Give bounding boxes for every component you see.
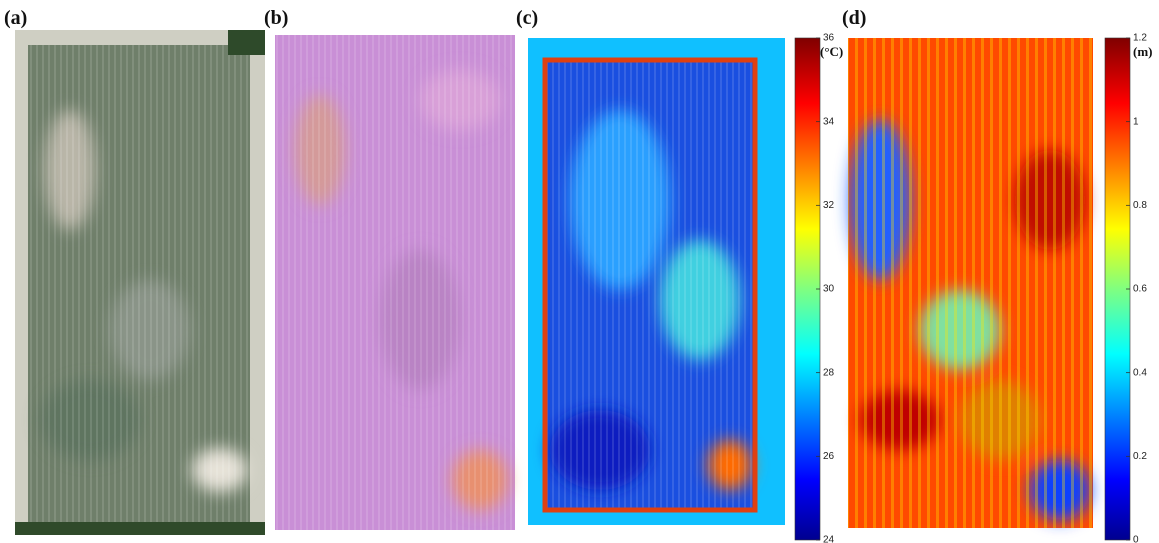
thermal-image — [528, 38, 785, 525]
tick-label: 1 — [1133, 116, 1139, 127]
panel-label: (d) — [842, 7, 866, 29]
colorbar-unit: (°C) — [820, 44, 843, 59]
false-color-image — [275, 35, 515, 530]
tick-label: 30 — [823, 284, 835, 295]
tick-label: 36 — [823, 33, 835, 44]
tick-label: 0.8 — [1133, 200, 1147, 211]
height-image — [848, 38, 1093, 528]
tick-label: 0.6 — [1133, 284, 1147, 295]
tick-label: 1.2 — [1133, 33, 1147, 44]
tick-label: 26 — [823, 451, 835, 462]
panel-label: (c) — [516, 7, 538, 29]
tick-label: 0.4 — [1133, 367, 1147, 378]
figure: (a) (b) (c) (d) (°C) (m) 24 26 28 30 32 34 36 0… — [0, 0, 1159, 543]
tick-label: 24 — [823, 535, 835, 543]
tick-label: 0.2 — [1133, 451, 1147, 462]
tick-label: 28 — [823, 367, 835, 378]
tick-label: 0 — [1133, 535, 1139, 543]
tick-label: 32 — [823, 200, 835, 211]
rgb-image — [15, 30, 265, 535]
panel-label: (a) — [4, 7, 27, 29]
colorbar-unit: (m) — [1133, 44, 1153, 59]
panel-label: (b) — [264, 7, 288, 29]
tick-label: 34 — [823, 116, 835, 127]
